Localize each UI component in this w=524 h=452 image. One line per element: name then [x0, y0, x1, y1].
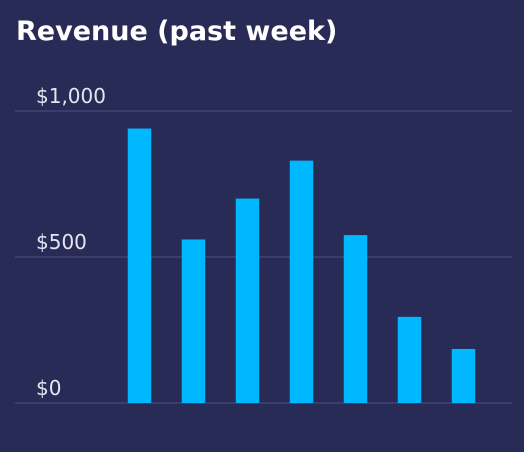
chart-title: Revenue (past week) [16, 16, 337, 47]
bar [235, 198, 260, 403]
bar [451, 348, 476, 403]
bar [289, 160, 314, 403]
bar [181, 239, 206, 403]
y-tick-label: $1,000 [36, 84, 106, 108]
bar [127, 128, 152, 403]
y-tick-label: $500 [36, 230, 87, 254]
bar [343, 235, 368, 403]
y-tick-label: $0 [36, 376, 61, 400]
bar [397, 316, 422, 403]
